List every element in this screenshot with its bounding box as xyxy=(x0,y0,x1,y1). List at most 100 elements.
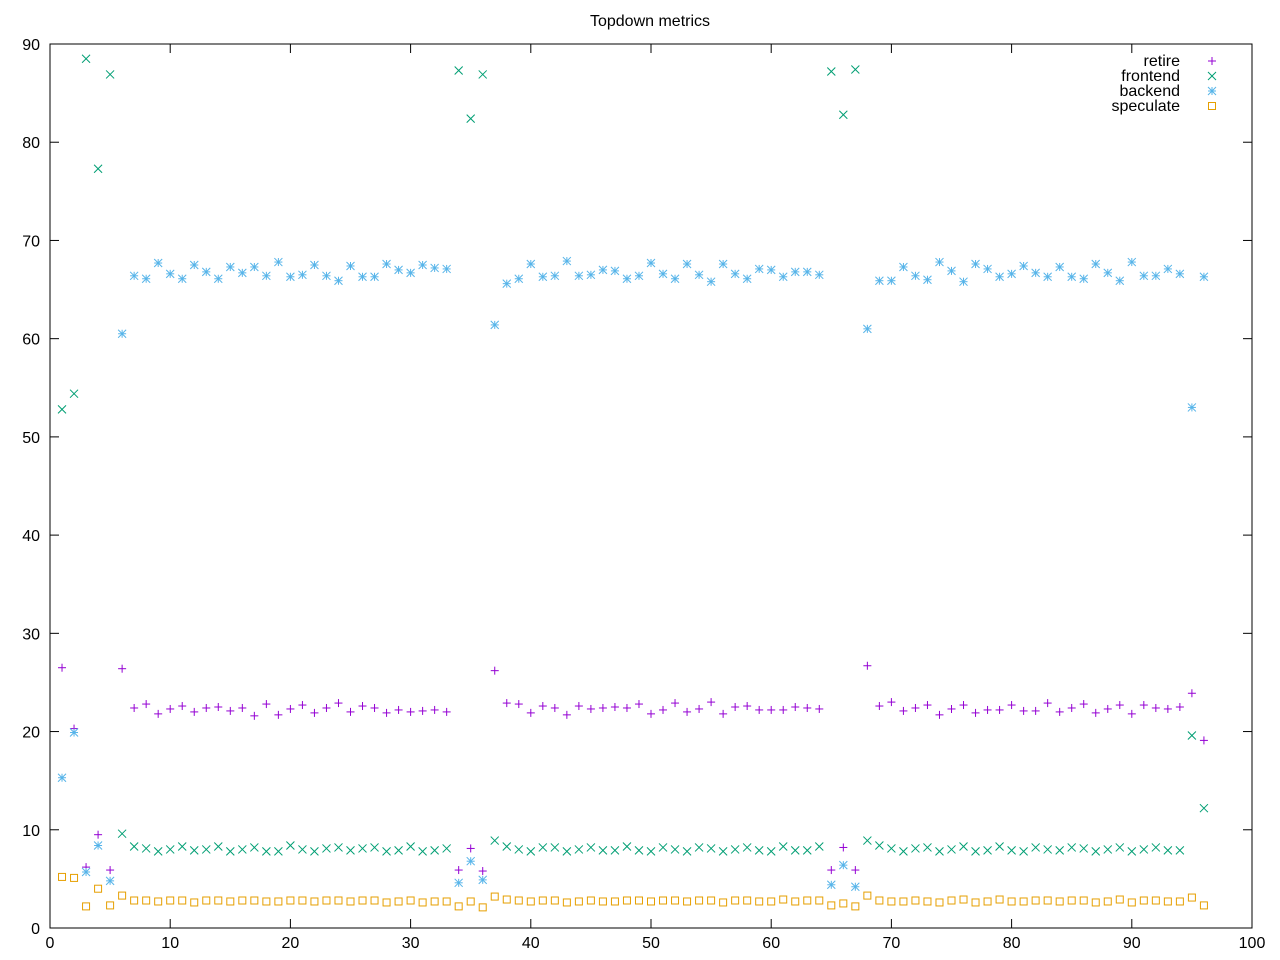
retire-point xyxy=(190,707,199,716)
frontend-point xyxy=(538,843,548,852)
retire-point xyxy=(346,707,355,716)
frontend-point xyxy=(826,67,836,76)
retire-point xyxy=(598,703,607,712)
backend-point xyxy=(298,270,307,280)
speculate-point xyxy=(502,895,511,904)
backend-point xyxy=(514,274,524,284)
backend-point xyxy=(730,269,740,279)
x-tick-label: 10 xyxy=(161,935,179,952)
frontend-point xyxy=(1103,845,1113,854)
speculate-point xyxy=(1139,896,1148,905)
frontend-point xyxy=(574,845,584,854)
backend-point xyxy=(358,272,367,282)
retire-point xyxy=(418,706,427,715)
retire-point xyxy=(1127,709,1136,718)
y-tick-label: 40 xyxy=(22,528,40,545)
backend-point xyxy=(706,277,716,287)
frontend-point xyxy=(129,842,139,851)
frontend-point xyxy=(69,389,79,399)
speculate-point xyxy=(1079,896,1088,905)
speculate-point xyxy=(430,897,439,906)
retire-point xyxy=(803,703,812,712)
backend-point xyxy=(478,875,488,885)
speculate-point xyxy=(130,896,139,905)
frontend-point xyxy=(682,847,692,856)
speculate-point xyxy=(94,884,103,893)
x-tick-label: 70 xyxy=(883,935,901,952)
frontend-point xyxy=(899,847,908,856)
speculate-point xyxy=(887,897,896,906)
speculate-point xyxy=(370,896,379,905)
backend-point xyxy=(983,264,992,274)
backend-point xyxy=(454,878,464,888)
frontend-point xyxy=(1163,846,1173,855)
frontend-point xyxy=(526,847,536,856)
speculate-point xyxy=(214,896,223,905)
legend-label-retire: retire xyxy=(1144,53,1181,70)
x-tick-label: 100 xyxy=(1239,935,1266,952)
frontend-point xyxy=(935,847,944,856)
x-tick-label: 60 xyxy=(762,935,780,952)
frontend-point xyxy=(718,847,728,856)
backend-point xyxy=(899,262,908,272)
frontend-point xyxy=(334,843,343,852)
speculate-point xyxy=(310,897,319,906)
backend-point xyxy=(1175,269,1185,279)
speculate-point xyxy=(526,897,535,906)
retire-point xyxy=(634,700,643,709)
speculate-point xyxy=(1019,897,1028,906)
retire-point xyxy=(1187,689,1196,698)
retire-point xyxy=(731,703,740,711)
retire-point xyxy=(442,707,451,716)
backend-point xyxy=(225,262,235,272)
frontend-point xyxy=(514,845,524,854)
speculate-point xyxy=(118,891,127,900)
retire-point xyxy=(1067,703,1076,712)
speculate-point xyxy=(1031,896,1040,905)
backend-point xyxy=(165,269,175,279)
backend-point xyxy=(406,268,415,278)
frontend-point xyxy=(646,847,656,856)
speculate-point xyxy=(178,896,187,905)
backend-point xyxy=(526,259,536,269)
backend-point xyxy=(887,276,896,286)
backend-point xyxy=(971,259,980,269)
speculate-point xyxy=(490,892,499,901)
backend-point xyxy=(286,272,295,282)
speculate-point xyxy=(586,896,595,905)
retire-point xyxy=(935,710,944,719)
speculate-point xyxy=(671,896,680,905)
retire-point xyxy=(370,703,379,712)
frontend-point xyxy=(1019,847,1028,856)
frontend-point xyxy=(1007,846,1016,855)
retire-point xyxy=(887,698,896,707)
retire-point xyxy=(995,705,1004,714)
backend-point xyxy=(754,264,764,274)
speculate-point xyxy=(238,896,247,905)
retire-point xyxy=(322,703,331,712)
backend-point xyxy=(129,271,139,281)
frontend-point xyxy=(201,845,211,854)
retire-point xyxy=(406,707,415,716)
frontend-point xyxy=(1139,845,1149,854)
speculate-point xyxy=(262,897,271,906)
retire-point xyxy=(514,700,523,709)
backend-point xyxy=(153,258,163,268)
speculate-point xyxy=(382,898,391,907)
speculate-point xyxy=(731,896,740,905)
speculate-point xyxy=(166,896,175,905)
speculate-point xyxy=(863,891,872,900)
frontend-point xyxy=(742,843,752,852)
retire-point xyxy=(683,707,692,716)
speculate-point xyxy=(514,896,523,905)
backend-point xyxy=(1067,272,1077,282)
retire-point xyxy=(875,702,884,711)
retire-point xyxy=(238,703,247,712)
speculate-point xyxy=(971,898,980,907)
retire-point xyxy=(1115,701,1124,710)
speculate-point xyxy=(1163,897,1172,906)
plot-border xyxy=(49,43,1253,929)
retire-point xyxy=(394,705,403,714)
retire-point xyxy=(130,703,139,712)
speculate-point xyxy=(418,898,427,907)
